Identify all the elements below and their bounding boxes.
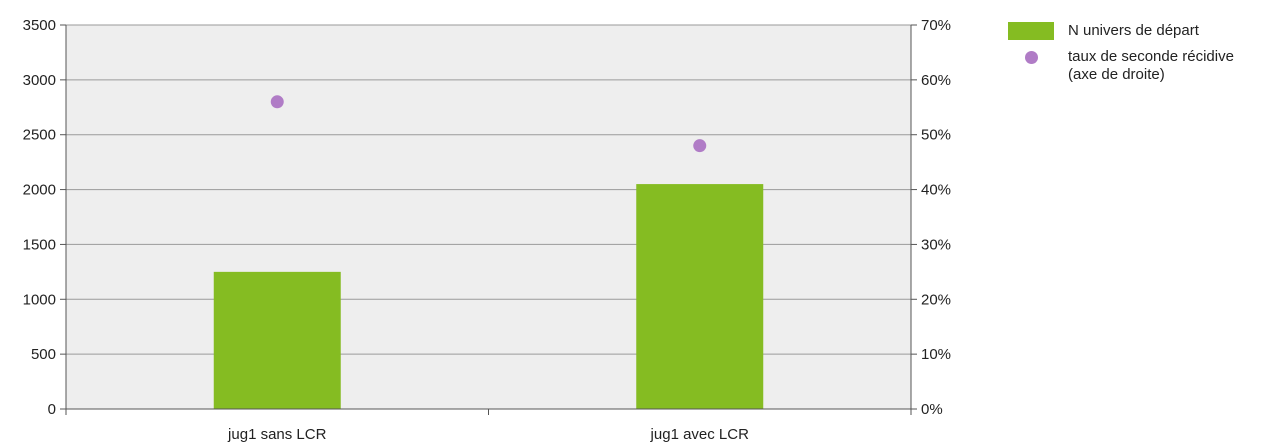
legend-swatch-bars [1008, 22, 1054, 40]
right-axis-tick-label: 30% [921, 236, 951, 253]
plot-area [66, 25, 911, 409]
legend-swatch-markers [1024, 51, 1038, 64]
left-axis-tick-label: 1000 [23, 291, 56, 308]
bar [213, 271, 341, 409]
left-axis-tick-label: 0 [48, 401, 56, 418]
x-axis-tick-label: jug1 sans LCR [227, 426, 327, 443]
marker-point [270, 95, 284, 109]
right-axis-tick-label: 60% [921, 72, 951, 89]
x-axis-tick-label: jug1 avec LCR [650, 426, 750, 443]
right-axis-tick-label: 0% [921, 401, 943, 418]
bar [636, 184, 764, 409]
legend-label-markers: taux de seconde récidive (axe de droite) [1068, 48, 1234, 83]
left-axis-tick-label: 500 [31, 346, 56, 363]
legend: N univers de départ taux de seconde réci… [1008, 22, 1258, 92]
left-axis-tick-label: 1500 [23, 236, 56, 253]
marker-point [693, 139, 707, 153]
right-axis-tick-label: 50% [921, 127, 951, 144]
left-axis-tick-label: 2500 [23, 127, 56, 144]
left-axis-tick-label: 2000 [23, 182, 56, 199]
right-axis-tick-label: 40% [921, 182, 951, 199]
legend-item-markers: taux de seconde récidive (axe de droite) [1008, 48, 1258, 84]
right-axis-tick-label: 10% [921, 346, 951, 363]
legend-label-bars: N univers de départ [1068, 22, 1199, 39]
left-axis-tick-label: 3500 [23, 17, 56, 34]
right-axis-tick-label: 20% [921, 291, 951, 308]
left-axis-tick-label: 3000 [23, 72, 56, 89]
right-axis-tick-label: 70% [921, 17, 951, 34]
legend-item-bars: N univers de départ [1008, 22, 1258, 40]
